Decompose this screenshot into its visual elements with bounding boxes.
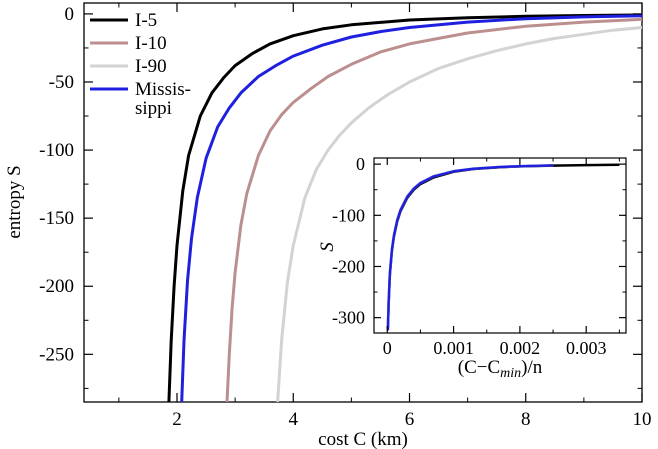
legend-item-i-5: I-5 [90,10,157,31]
legend-label-missis-sippi: Missis- [135,79,191,100]
main-x-tick-label: 4 [289,409,299,430]
main-y-tick-label: -200 [39,276,74,297]
inset-y-axis-label: S [317,242,338,252]
inset-x-axis-label: (C−Cmin)/n [458,357,543,381]
main-y-tick-label: -50 [49,72,74,93]
inset-x-tick-label: 0.001 [433,338,474,358]
inset-x-axis-label-subscript: min [500,366,521,381]
main-plot-frame [83,2,643,403]
inset-y-tick-label: -100 [332,205,365,225]
main-x-axis: 2 4 6 8 10 [118,3,652,430]
main-y-axis-label: entropy S [4,165,25,238]
main-x-tick-label: 10 [633,409,652,430]
inset-series-group [386,163,620,331]
inset-y-axis: 0 -100 -200 -300 [332,154,626,328]
inset-plot: 0 0.001 0.002 0.003 0 -100 -200 -300 (C−Cmin)/… [317,154,627,381]
main-x-axis-label: cost C (km) [318,429,408,449]
legend-item-missis-sippi: Missis-sippi [90,79,191,119]
main-x-tick-label: 6 [405,409,415,430]
inset-y-tick-label: 0 [356,154,365,174]
legend-label-i-5: I-5 [135,10,157,31]
main-y-tick-label: -150 [39,208,74,229]
main-plot: 2 4 6 8 10 0-50-100-150-200-250 cost C (km) … [4,2,652,449]
legend-label-i-90: I-90 [135,56,167,77]
inset-x-tick-label: 0.003 [566,338,607,358]
main-y-tick-label: -100 [39,140,74,161]
legend-label-missis-sippi: sippi [135,98,172,119]
legend-label-i-10: I-10 [135,33,167,54]
main-series-missis-sippi [180,14,642,402]
inset-plot-frame [373,157,627,334]
inset-y-tick-label: -300 [332,308,365,328]
inset-x-axis: 0 0.001 0.002 0.003 [383,158,620,358]
main-y-tick-label: 0 [65,4,75,25]
legend-item-i-90: I-90 [90,56,167,77]
main-y-tick-label: -250 [39,344,74,365]
inset-x-axis-label-tail: )/n [521,357,543,378]
main-y-axis: 0 -50 -100 -150 -200 -250 [39,4,642,389]
inset-y-tick-label: -200 [332,256,365,276]
main-series-i-90 [276,26,642,402]
main-x-tick-label: 8 [521,409,531,430]
main-series-i-5 [167,13,642,402]
legend-item-i-10: I-10 [90,33,167,54]
main-x-tick-label: 2 [172,409,182,430]
inset-x-tick-label: 0 [383,338,392,358]
inset-x-tick-label: 0.002 [500,338,541,358]
main-series-group [167,13,642,402]
main-series-i-10 [225,17,642,402]
inset-series-missis-sippi [386,164,554,331]
inset-x-axis-label-base: (C−C [458,357,500,378]
